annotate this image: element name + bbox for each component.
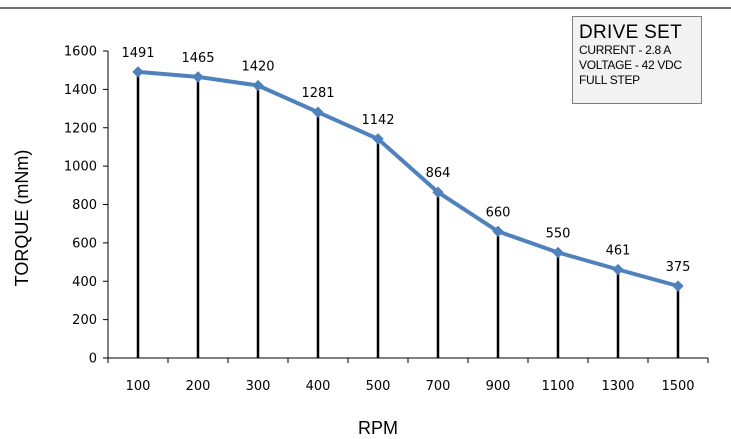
data-label: 660 — [486, 205, 511, 220]
data-label: 550 — [546, 226, 571, 241]
y-axis: 0 200 400 600 800 1000 1200 1400 1600 — [64, 45, 109, 367]
data-label: 1281 — [301, 86, 334, 101]
y-tick-label: 400 — [72, 275, 97, 290]
x-tick-label: 400 — [306, 379, 331, 394]
data-label: 1420 — [241, 60, 274, 75]
y-tick-label: 200 — [72, 313, 97, 328]
x-tick-label: 300 — [246, 379, 271, 394]
data-labels: 1491 1465 1420 1281 1142 864 660 550 461 375 — [121, 46, 690, 275]
data-label: 1465 — [181, 51, 214, 66]
drive-set-current: CURRENT - 2.8 A — [579, 43, 671, 57]
series-torque — [132, 66, 684, 292]
y-tick-label: 1600 — [64, 45, 97, 60]
data-point-marker — [192, 71, 204, 83]
data-point-marker — [612, 263, 624, 276]
data-point-marker — [372, 133, 384, 145]
data-point-marker — [492, 225, 504, 238]
data-label: 864 — [426, 166, 451, 181]
x-tick-label: 900 — [486, 379, 511, 394]
x-axis: 100 200 300 400 500 700 900 1100 1300 1500 — [107, 357, 709, 394]
y-axis-title: TORQUE (mNm) — [12, 150, 32, 287]
drive-set-title: DRIVE SET — [579, 22, 682, 43]
data-point-marker — [552, 246, 564, 259]
data-point-marker — [432, 186, 444, 198]
data-label: 1142 — [361, 113, 394, 128]
x-tick-label: 1500 — [661, 379, 694, 394]
x-tick-label: 1100 — [541, 379, 574, 394]
data-point-marker — [672, 280, 684, 292]
y-tick-label: 1200 — [64, 121, 97, 136]
data-label: 375 — [666, 260, 691, 275]
data-point-marker — [312, 106, 324, 118]
data-label: 461 — [606, 244, 631, 259]
drive-set-voltage: VOLTAGE - 42 VDC — [579, 58, 682, 72]
drop-lines — [136, 71, 680, 358]
x-tick-label: 100 — [126, 379, 151, 394]
series-line — [137, 69, 679, 288]
x-tick-label: 700 — [426, 379, 451, 394]
x-axis-title: RPM — [358, 418, 398, 438]
y-tick-label: 0 — [89, 352, 97, 367]
x-tick-label: 1300 — [601, 379, 634, 394]
y-tick-label: 800 — [72, 198, 97, 213]
x-tick-label: 200 — [186, 379, 211, 394]
drive-set-step-mode: FULL STEP — [579, 73, 640, 87]
drive-set-legend-box: DRIVE SET CURRENT - 2.8 A VOLTAGE - 42 V… — [572, 16, 702, 104]
x-tick-label: 500 — [366, 379, 391, 394]
data-label: 1491 — [121, 46, 154, 61]
y-tick-label: 1400 — [64, 83, 97, 98]
y-tick-label: 1000 — [64, 160, 97, 175]
data-point-marker — [132, 66, 144, 78]
y-tick-label: 600 — [72, 236, 97, 251]
data-point-marker — [252, 79, 264, 92]
